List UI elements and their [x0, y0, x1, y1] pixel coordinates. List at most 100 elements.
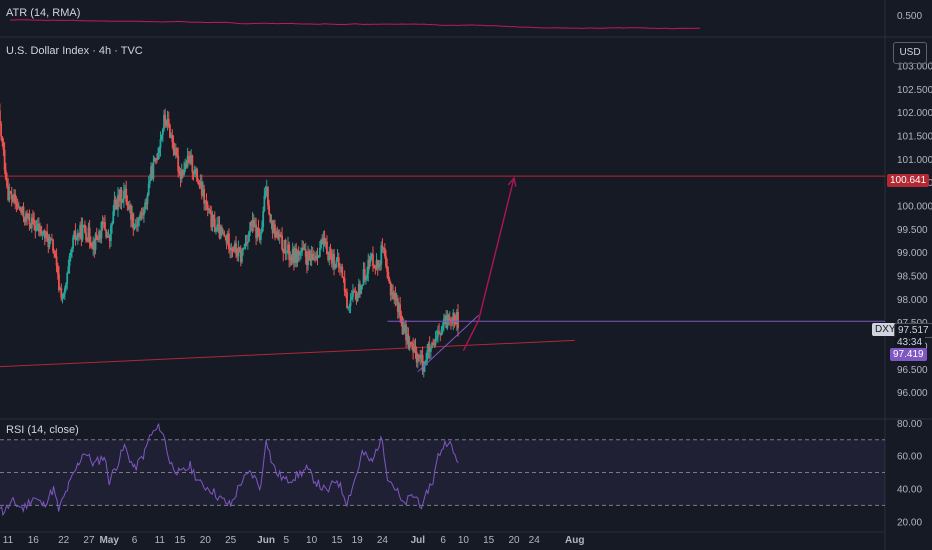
- candle-body: [326, 241, 328, 255]
- candle-body: [270, 221, 273, 223]
- candle-body: [245, 242, 248, 244]
- main-pane-title[interactable]: U.S. Dollar Index · 4h · TVC: [6, 45, 143, 57]
- candle-body: [193, 169, 196, 174]
- price-axis-tick: 98.000: [897, 295, 928, 306]
- candle-body: [87, 227, 90, 242]
- candle-body: [134, 225, 137, 227]
- candle-body: [386, 266, 389, 272]
- candle-body: [365, 278, 367, 281]
- candle-body: [202, 188, 204, 196]
- candle-body: [406, 334, 409, 341]
- candle-body: [352, 291, 354, 297]
- candle-body: [45, 231, 47, 239]
- candle-body: [398, 304, 400, 312]
- candle-body: [13, 194, 15, 202]
- price-axis-tick: 99.000: [897, 248, 928, 259]
- candle-body: [300, 251, 302, 253]
- candle-body: [47, 236, 50, 247]
- candle-body: [9, 191, 12, 194]
- price-axis-tick: 98.500: [897, 272, 928, 283]
- candle-body: [269, 213, 272, 223]
- candle-body: [50, 238, 53, 240]
- candle-body: [452, 312, 455, 323]
- candle-body: [362, 269, 365, 286]
- candle-body: [106, 236, 109, 238]
- candle-body: [199, 181, 202, 187]
- candle-body: [441, 326, 444, 330]
- candle-body: [248, 231, 250, 242]
- candle-body: [346, 292, 348, 308]
- candle-body: [292, 248, 295, 264]
- candle-body: [233, 243, 236, 252]
- candle-body: [442, 318, 445, 327]
- candle-body: [216, 224, 219, 231]
- candle-body: [454, 321, 457, 325]
- candle-body: [173, 150, 176, 156]
- candle-body: [341, 267, 344, 278]
- candle-body: [367, 259, 370, 274]
- candle-body: [19, 206, 21, 211]
- time-axis-tick: Aug: [565, 535, 584, 546]
- candle-body: [348, 306, 351, 308]
- candle-body: [206, 204, 209, 210]
- candle-body: [27, 213, 30, 219]
- candle-body: [440, 329, 443, 336]
- candle-body: [174, 148, 177, 156]
- candle-body: [69, 252, 72, 257]
- candle-body: [1, 136, 4, 142]
- candle-body: [4, 170, 7, 180]
- price-axis-tick: 96.000: [897, 388, 928, 399]
- candle-body: [166, 118, 169, 126]
- time-axis-tick: 22: [58, 535, 70, 546]
- candle-body: [363, 269, 366, 281]
- candle-body: [102, 222, 105, 225]
- candle-body: [298, 252, 301, 256]
- candle-body: [389, 283, 392, 296]
- candle-body: [93, 240, 96, 250]
- candle-body: [196, 168, 198, 182]
- candle-body: [89, 242, 92, 246]
- candle-body: [328, 251, 331, 261]
- candle-body: [209, 209, 211, 213]
- candle-body: [117, 194, 119, 210]
- candle-body: [291, 248, 294, 262]
- candle-body: [100, 222, 103, 239]
- candle-body: [392, 291, 394, 299]
- rsi-pane-title[interactable]: RSI (14, close): [6, 424, 79, 436]
- candle-body: [127, 205, 130, 210]
- candle-body: [337, 257, 340, 268]
- candle-body: [108, 236, 111, 241]
- candle-body: [438, 331, 441, 334]
- candle-body: [61, 297, 64, 299]
- candle-body: [180, 170, 183, 180]
- candle-body: [327, 254, 330, 261]
- projection-path[interactable]: [462, 177, 515, 351]
- support-trendline[interactable]: [0, 339, 575, 368]
- atr-pane-title[interactable]: ATR (14, RMA): [6, 7, 81, 19]
- candle-body: [330, 255, 333, 264]
- candle-body: [53, 251, 56, 254]
- currency-button[interactable]: USD: [893, 42, 927, 64]
- candle-body: [91, 245, 93, 248]
- candle-body: [130, 205, 132, 220]
- candle-body: [40, 226, 43, 235]
- candle-body: [157, 152, 160, 160]
- candle-body: [170, 135, 173, 138]
- candle-body: [412, 343, 415, 353]
- candle-body: [350, 296, 353, 300]
- candle-body: [145, 202, 148, 205]
- candle-body: [349, 299, 352, 307]
- triangle-lower-line[interactable]: [417, 314, 479, 373]
- candle-body: [368, 259, 371, 262]
- candle-body: [282, 249, 285, 253]
- candle-body: [310, 253, 313, 261]
- candle-body: [213, 218, 216, 232]
- candle-body: [212, 215, 215, 219]
- candle-body: [394, 292, 397, 301]
- candle-body: [96, 238, 99, 240]
- candle-body: [163, 114, 165, 130]
- candle-body: [158, 148, 161, 153]
- candle-body: [435, 336, 438, 339]
